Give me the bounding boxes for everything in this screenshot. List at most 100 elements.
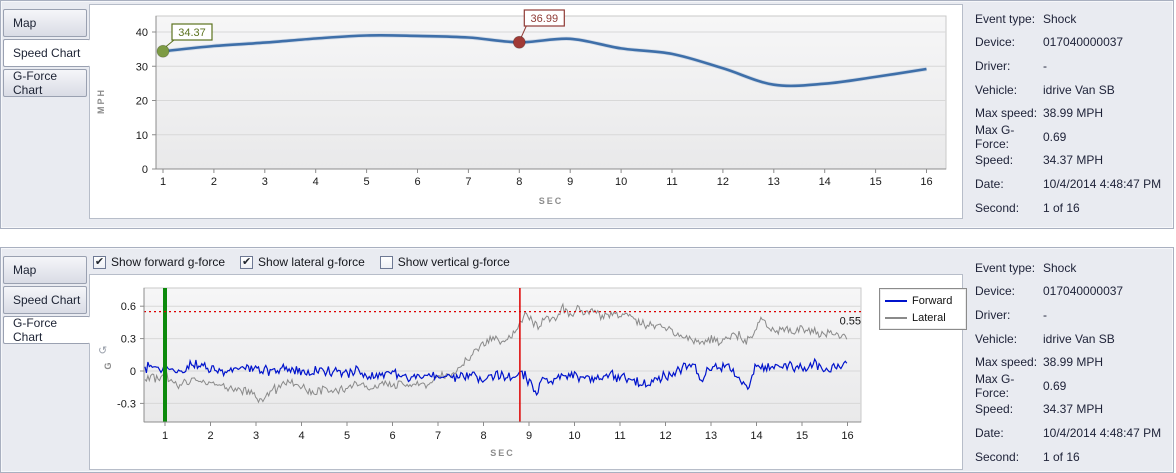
checkbox-label: Show vertical g-force — [397, 255, 510, 269]
info-row: Event type: Shock — [975, 256, 1173, 280]
gforce-chart-canvas[interactable]: -0.3 0 0.3 0.6 0.55 1 2 3 4 5 6 7 8 9 10 11 12 13 14 15 16 SE… — [89, 274, 967, 470]
info-row: Max G-Force: 0.69 — [975, 122, 1173, 151]
x-tick-label: 8 — [516, 176, 522, 188]
second-marker-dot[interactable] — [512, 35, 526, 49]
info-row: Driver: - — [975, 303, 1173, 327]
info-value: 10/4/2014 4:48:47 PM — [1043, 425, 1162, 440]
checkbox-show-forward-gforce[interactable]: ✔ Show forward g-force — [93, 255, 225, 269]
info-value: 38.99 MPH — [1043, 106, 1104, 121]
x-tick-label: 13 — [768, 176, 780, 188]
info-value: 34.37 MPH — [1043, 153, 1104, 168]
info-row: Speed: 34.37 MPH — [975, 149, 1173, 173]
y-tick-label: 0.3 — [121, 334, 136, 346]
second-marker-dot[interactable] — [156, 44, 170, 58]
info-value: Shock — [1043, 11, 1077, 26]
x-tick-label: 14 — [819, 176, 831, 188]
info-label: Second: — [975, 200, 1020, 215]
info-value: 1 of 16 — [1043, 200, 1080, 215]
tab-speed-chart[interactable]: Speed Chart — [3, 39, 90, 67]
info-label: Speed: — [975, 402, 1014, 417]
speed-chart-panel: Map Speed Chart G-Force Chart 0 10 20 30 40 1… — [0, 0, 1174, 229]
checkbox-box[interactable]: ✔ — [93, 255, 106, 269]
info-value: idrive Van SB — [1043, 82, 1115, 97]
x-tick-label: 15 — [796, 430, 808, 442]
gforce-panel-tab-column: Map Speed Chart G-Force Chart — [3, 256, 93, 346]
info-row: Date: 10/4/2014 4:48:47 PM — [975, 421, 1173, 445]
info-row: Driver: - — [975, 54, 1173, 78]
info-label: Second: — [975, 449, 1020, 464]
info-value: 38.99 MPH — [1043, 355, 1104, 370]
x-tick-label: 10 — [615, 176, 627, 188]
checkbox-show-vertical-gforce[interactable]: Show vertical g-force — [379, 255, 510, 269]
legend-label: Forward — [912, 294, 953, 307]
plot-area — [143, 287, 862, 423]
info-row: Date: 10/4/2014 4:48:47 PM — [975, 172, 1173, 196]
info-label: Event type: — [975, 11, 1036, 26]
info-label: Max speed: — [975, 106, 1038, 121]
x-tick-label: 7 — [435, 430, 441, 442]
info-row: Max G-Force: 0.69 — [975, 371, 1173, 400]
checkbox-show-lateral-gforce[interactable]: ✔ Show lateral g-force — [240, 255, 365, 269]
series-forward — [144, 357, 848, 397]
threshold-label: 0.55 — [840, 316, 861, 328]
checkbox-box[interactable]: ✔ — [240, 255, 254, 269]
x-tick-label: 9 — [526, 430, 532, 442]
tab-map[interactable]: Map — [3, 9, 87, 37]
tab-map[interactable]: Map — [3, 256, 87, 284]
legend-label: Lateral — [912, 311, 946, 324]
checkbox-box[interactable] — [379, 255, 393, 269]
gforce-chart[interactable]: -0.300.30.60.551 2 3 4 5 6 7 8 9 10 11 12 13 14 15 16SE… — [90, 275, 962, 469]
info-value: 017040000037 — [1043, 284, 1124, 299]
x-tick-label: 15 — [869, 176, 881, 188]
info-row: Second: 1 of 16 — [975, 445, 1173, 469]
x-tick-label: 11 — [614, 430, 625, 442]
x-tick-label: 9 — [567, 176, 573, 188]
circular-arrow-icon[interactable]: ↺ — [98, 345, 108, 357]
tab-gforce-chart[interactable]: G-Force Chart — [3, 316, 90, 344]
y-tick-label: 40 — [136, 27, 148, 39]
legend-line-sample — [885, 299, 907, 302]
x-tick-label: 12 — [717, 176, 729, 188]
y-tick-label: 30 — [136, 61, 148, 73]
x-tick-label: 13 — [705, 430, 717, 442]
tab-gforce-chart[interactable]: G-Force Chart — [3, 69, 87, 97]
info-row: Second: 1 of 16 — [975, 196, 1173, 220]
x-tick-label: 1 — [162, 430, 168, 442]
axis-title: SEC — [490, 448, 515, 458]
info-value: 017040000037 — [1043, 35, 1124, 50]
info-label: Driver: — [975, 58, 1011, 73]
tab-speed-chart[interactable]: Speed Chart — [3, 286, 87, 314]
info-label: Max G-Force: — [975, 371, 1015, 400]
event-info-panel: Event type: Shock Device: 017040000037 Drive… — [975, 7, 1173, 219]
x-tick-label: 3 — [253, 430, 259, 442]
x-tick-label: 10 — [568, 430, 580, 442]
x-tick-label: 16 — [841, 430, 853, 442]
info-row: Max speed: 38.99 MPH — [975, 101, 1173, 125]
legend-item: Forward — [885, 292, 961, 309]
speed-panel-tab-column: Map Speed Chart G-Force Chart — [3, 9, 93, 99]
checkbox-label: Show forward g-force — [111, 255, 226, 269]
axis-title: G — [103, 360, 113, 369]
speed-chart-canvas[interactable]: 0 10 20 30 40 1 2 3 4 5 6 7 8 9 10 11 12 13 14 15 16 SEC MPH 34… — [89, 4, 963, 219]
info-label: Device: — [975, 284, 1016, 299]
x-tick-label: 12 — [659, 430, 671, 442]
event-info-panel: Event type: Shock Device: 017040000037 Drive… — [975, 256, 1173, 468]
gforce-chart-panel: Map Speed Chart G-Force Chart ✔ Show forw… — [0, 247, 1174, 473]
info-value: - — [1043, 58, 1047, 73]
x-tick-label: 16 — [920, 176, 932, 188]
info-label: Vehicle: — [975, 331, 1018, 346]
y-tick-label: 10 — [136, 130, 148, 142]
info-value: 1 of 16 — [1043, 449, 1080, 464]
series-lateral — [144, 302, 848, 404]
gforce-display-options: ✔ Show forward g-force ✔ Show lateral g-for… — [93, 251, 510, 273]
x-tick-label: 5 — [344, 430, 350, 442]
value-callout — [523, 9, 565, 27]
info-value: 34.37 MPH — [1043, 402, 1104, 417]
info-label: Max G-Force: — [975, 122, 1015, 151]
value-callout-text: 34.37 — [178, 27, 206, 39]
y-tick-label: 20 — [136, 96, 148, 108]
chart-legend: Forward Lateral — [879, 288, 967, 330]
info-value: 10/4/2014 4:48:47 PM — [1043, 176, 1162, 191]
info-value: - — [1043, 307, 1047, 322]
